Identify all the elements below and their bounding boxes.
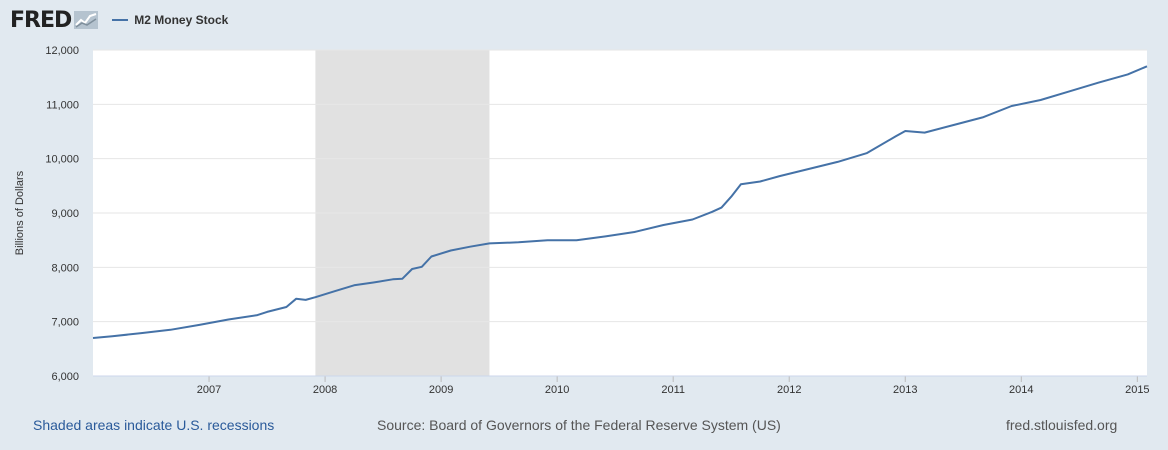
x-tick-label: 2014 xyxy=(1009,384,1033,396)
x-tick-label: 2007 xyxy=(197,384,221,396)
recession-note-link[interactable]: Shaded areas indicate U.S. recessions xyxy=(33,417,275,433)
chart-header: FRED M2 Money Stock xyxy=(10,6,228,34)
x-tick-label: 2009 xyxy=(429,384,453,396)
x-tick-label: 2008 xyxy=(313,384,337,396)
fred-logo[interactable]: FRED xyxy=(10,7,99,33)
y-tick-label: 9,000 xyxy=(51,208,79,220)
x-tick-label: 2011 xyxy=(661,384,685,396)
y-tick-label: 12,000 xyxy=(45,45,79,57)
chart-legend: M2 Money Stock xyxy=(112,13,228,27)
y-tick-label: 6,000 xyxy=(51,371,79,383)
source-note: Source: Board of Governors of the Federa… xyxy=(377,417,781,433)
y-tick-label: 7,000 xyxy=(51,317,79,329)
x-tick-label: 2012 xyxy=(777,384,801,396)
x-tick-label: 2010 xyxy=(545,384,569,396)
y-tick-label: 10,000 xyxy=(45,154,79,166)
x-tick-label: 2013 xyxy=(893,384,917,396)
y-tick-label: 8,000 xyxy=(51,262,79,274)
x-tick-label: 2015 xyxy=(1125,384,1149,396)
legend-label: M2 Money Stock xyxy=(134,13,229,27)
chart-graph-icon xyxy=(74,11,99,29)
fred-logo-text: FRED xyxy=(10,7,72,33)
y-tick-label: 11,000 xyxy=(46,99,79,111)
series-line xyxy=(92,65,1148,339)
y-axis-label: Billions of Dollars xyxy=(14,170,26,255)
line-chart: 6,000 7,000 8,000 9,000 10,000 11,000 12,000 20… xyxy=(14,45,1150,396)
site-link[interactable]: fred.stlouisfed.org xyxy=(1006,417,1118,433)
legend-swatch xyxy=(112,19,129,21)
